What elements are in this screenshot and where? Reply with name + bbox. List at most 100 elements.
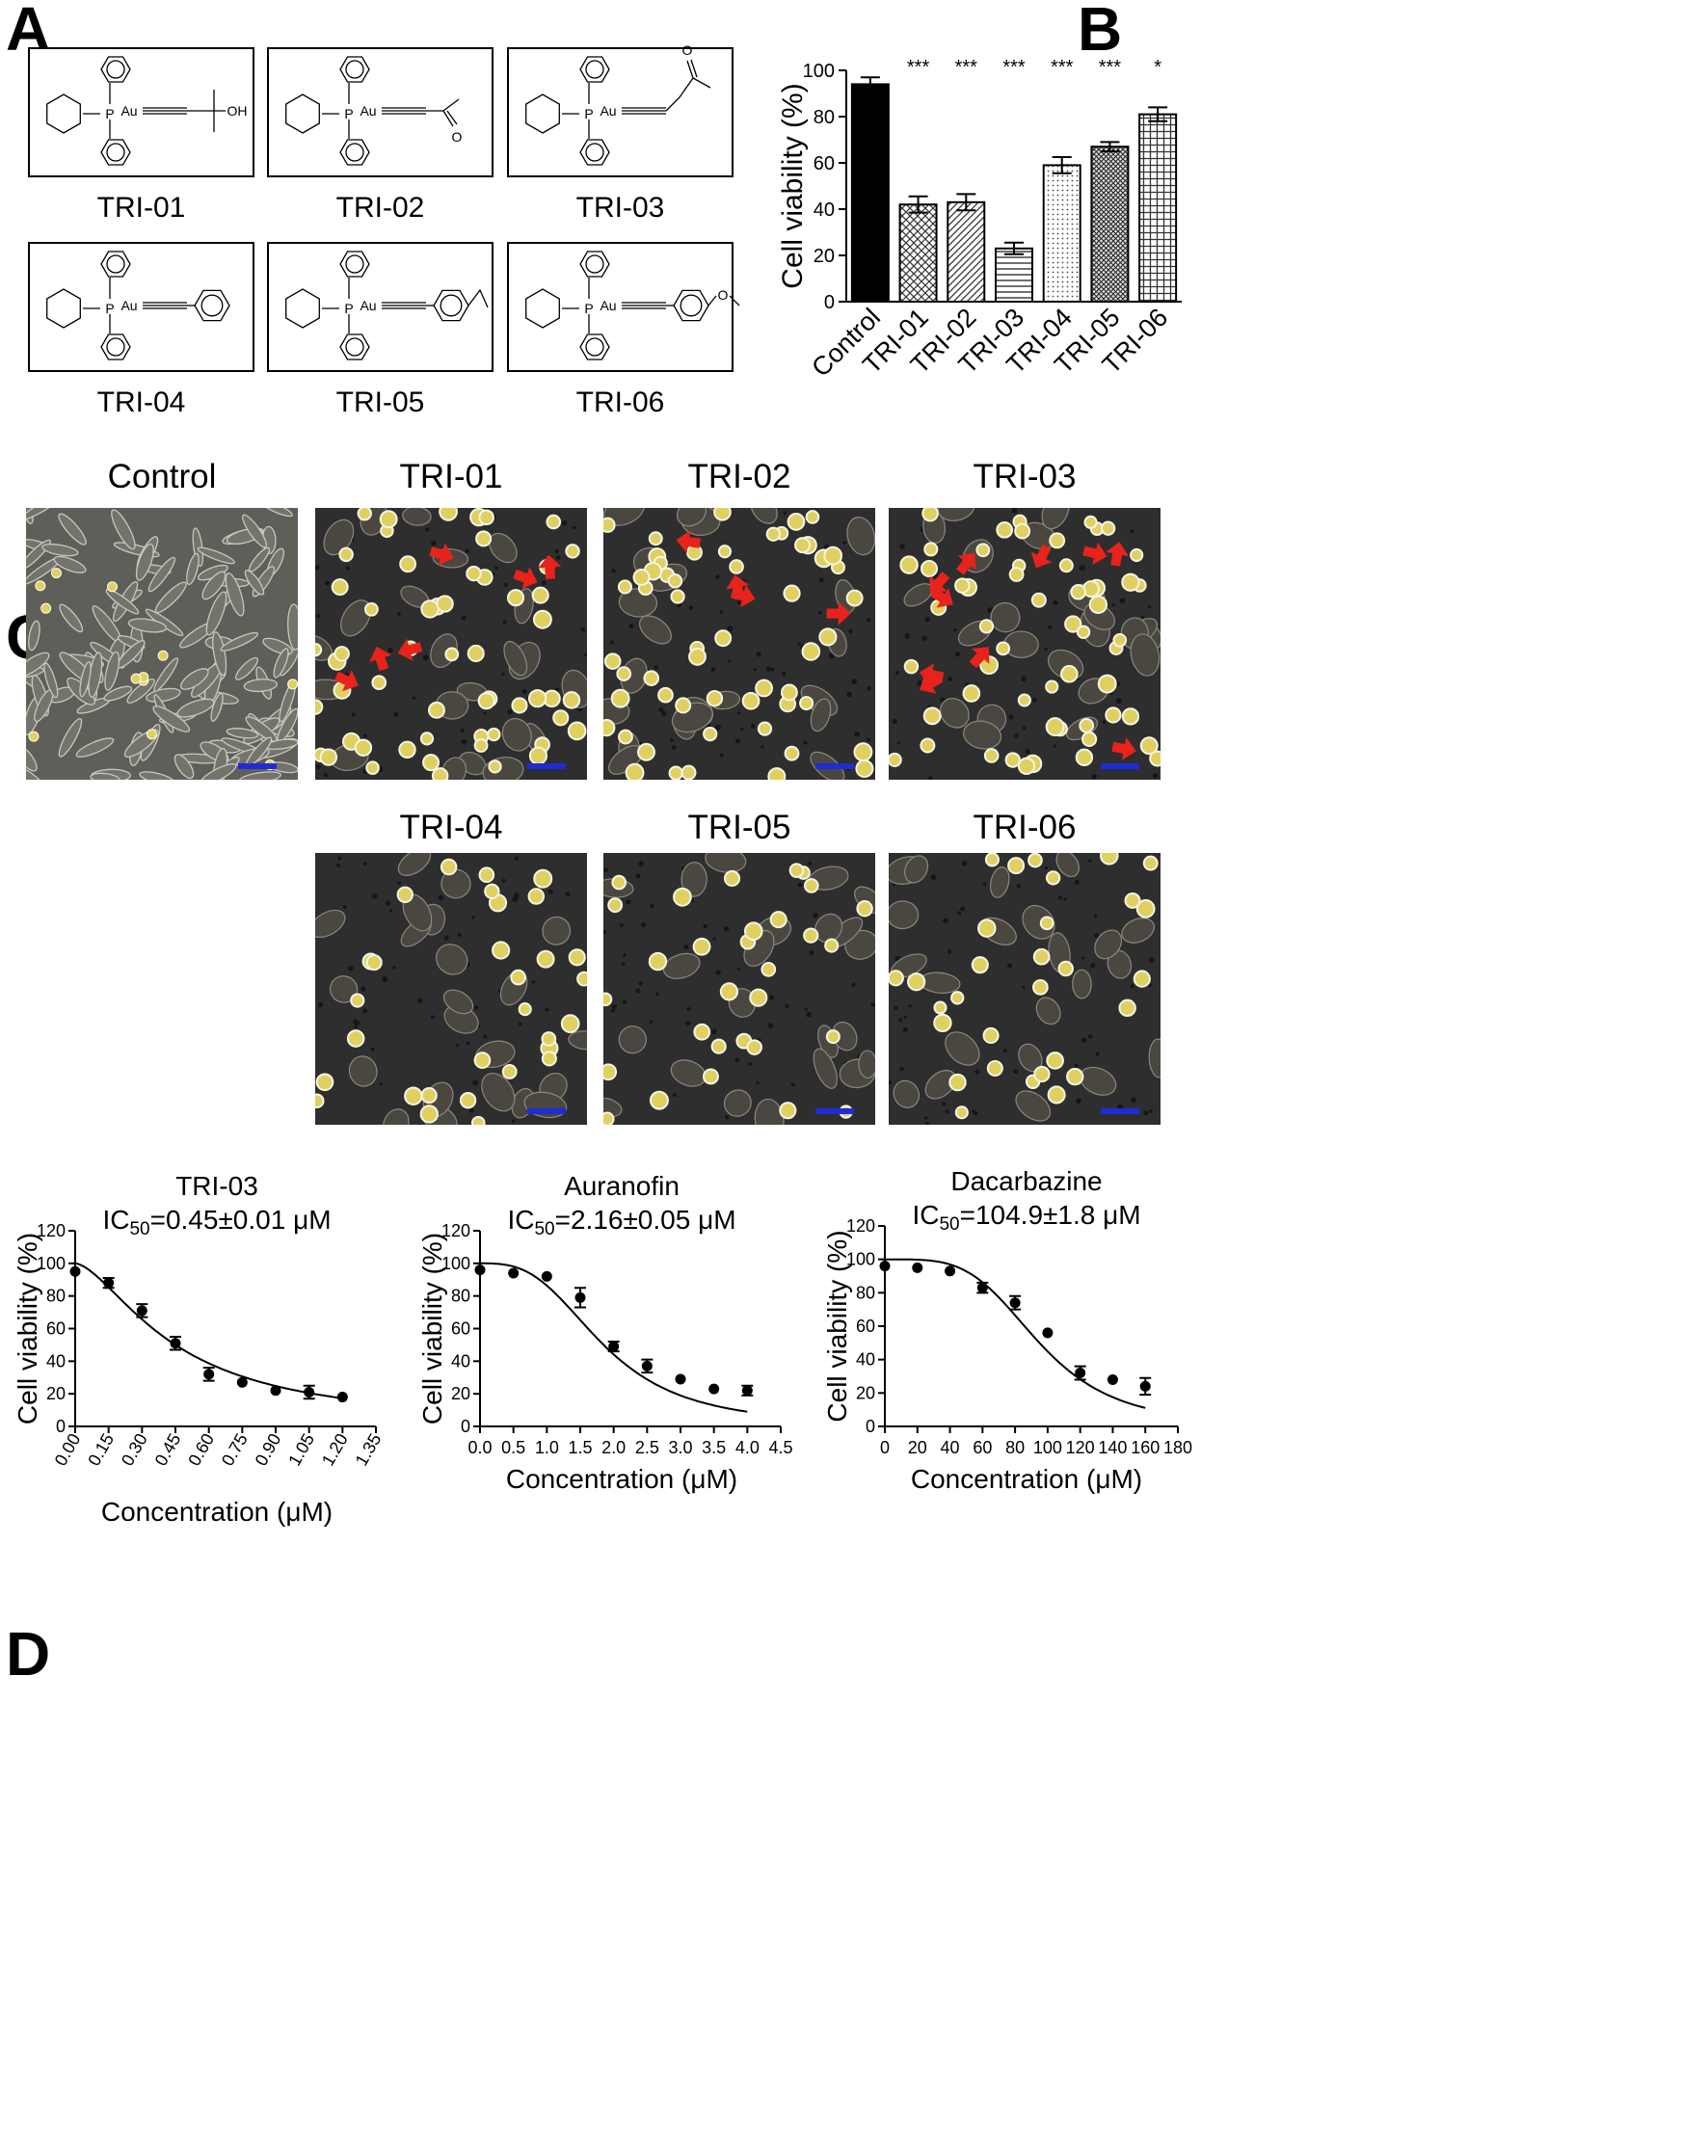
debris [1022,985,1026,989]
rounded-cell [107,581,119,593]
debris [323,773,329,778]
dose-response-auranofin: Auranofin IC50=2.16±0.05 μM 0 20 40 60 80 100 12… [417,1171,793,1494]
rounded-cell [404,1086,423,1105]
rounded-cell [667,573,683,589]
adherent-cell [383,1108,410,1125]
debris [1081,956,1085,960]
phenyl-ring-bottom-ring [585,143,604,162]
data-point [103,1277,115,1289]
micrograph-tri-05 [603,853,875,1125]
rounded-cell [473,1051,492,1069]
rounded-cell [603,652,622,670]
data-point [136,1305,147,1317]
x-tick-label: 0 [880,1438,890,1457]
debris [987,607,994,613]
debris [325,580,331,586]
rounded-cell [1032,979,1049,996]
rounded-cell [1064,615,1082,633]
debris [654,665,658,670]
debris [902,1026,908,1032]
debris [541,580,547,586]
debris [1076,1098,1081,1105]
scale-bar [1101,763,1139,769]
debris [727,626,734,632]
debris [422,654,429,661]
debris [851,679,857,684]
phenyl-ring-bottom [339,139,370,166]
debris [1087,1034,1093,1039]
rounded-cell [637,742,655,761]
spindle-cell [26,764,46,780]
rounded-cell [1088,595,1108,615]
debris [688,605,694,611]
structure-label: TRI-03 [576,192,665,224]
debris [866,618,871,623]
adherent-cell [1022,905,1055,940]
y-tick-label: 40 [451,1351,470,1371]
debris [685,1006,691,1011]
rounded-cell [467,644,485,663]
spindle-cell [242,514,267,548]
y-tick-label: 60 [451,1319,470,1339]
adherent-cell [1041,508,1070,530]
arrow-marker [676,530,701,553]
x-tick-label: 0.60 [184,1430,218,1469]
adherent-cell [340,599,371,637]
rounded-cell [331,578,349,597]
rounded-cell [899,555,919,574]
micrograph-control [26,508,298,780]
debris [769,995,774,1000]
rounded-cell [625,762,645,780]
rounded-cell [975,543,991,558]
debris [703,924,707,929]
debris [982,882,987,886]
debris [503,582,508,588]
aryl-ring [194,289,230,322]
debris [961,861,968,866]
debris [867,686,871,691]
debris [1008,714,1014,720]
spindle-cell [139,771,174,780]
data-point [1075,1368,1086,1379]
spindle-cell [245,716,278,742]
debris [867,737,870,742]
phenyl-ring-top-ring [585,254,604,274]
spindle-cell [53,555,87,573]
spindle-cell [41,544,79,557]
debris [519,1022,522,1026]
rounded-cell [706,689,724,707]
panel-a-structures: P Au OH TRI-01 P Au O TRI-02 P Au O TRI-03 P Au TRI-04… [28,42,740,418]
rounded-cell [703,726,718,742]
debris [1111,602,1115,607]
scale-bar [815,1108,854,1114]
adherent-cell [750,508,778,524]
y-tick-label: 60 [814,153,835,174]
rounded-cell [1079,717,1095,733]
rounded-cell [824,938,840,953]
dose-response-tri-03: TRI-03 IC50=0.45±0.01 μM 0 20 40 60 80 100 120 0.… [13,1171,385,1527]
arrow-marker [920,673,944,694]
debris [622,999,627,1004]
rounded-cell [1121,707,1140,726]
phenyl-ring-bottom-ring [106,337,125,357]
data-point [1107,1373,1118,1385]
micrograph-image [603,508,875,780]
rounded-cell [439,508,458,521]
debris [848,628,853,634]
adherent-cell [481,1073,516,1112]
x-tick-label: 3.5 [702,1438,726,1457]
dose-response-dacarbazine: Dacarbazine IC50=104.9±1.8 μM 0 20 40 60 80 100… [822,1166,1192,1494]
structure-label: TRI-06 [576,386,665,418]
y-tick-label: 0 [461,1417,470,1436]
debris [1149,984,1153,988]
rounded-cell [1060,665,1079,683]
debris [1007,963,1012,969]
debris [573,525,576,530]
debris [960,906,966,912]
rounded-cell [477,692,495,710]
spindle-cell [79,661,92,698]
x-axis-label: Concentration (μM) [101,1497,333,1527]
adherent-cell [963,720,1002,750]
rounded-cell [506,589,525,607]
rounded-cell [478,866,495,884]
